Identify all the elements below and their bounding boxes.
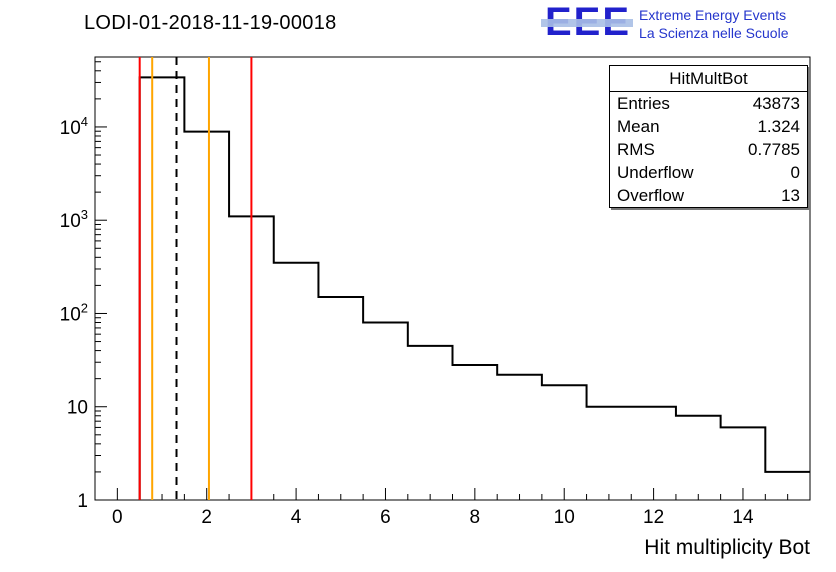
- eee-logo-line1: Extreme Energy Events: [639, 7, 787, 23]
- stats-row-label: Underflow: [617, 163, 694, 182]
- stats-row: RMS 0.7785: [610, 138, 807, 161]
- eee-logo-line2: La Scienza nelle Scuole: [639, 25, 789, 41]
- eee-logo: EEE Extreme Energy Events La Scienza nel…: [541, 2, 788, 42]
- x-tick-label: 6: [380, 507, 391, 528]
- stats-row: Mean 1.324: [610, 115, 807, 138]
- y-axis: 1 10 102 103 104: [60, 61, 107, 512]
- stats-row-value: 1.324: [757, 117, 800, 136]
- stats-row-value: 0: [790, 163, 800, 182]
- plot-title: LODI-01-2018-11-19-00018: [84, 12, 337, 34]
- y-tick-label: 104: [60, 114, 88, 139]
- x-tick-label: 8: [470, 507, 481, 528]
- histogram-line: [138, 76, 810, 500]
- x-tick-label: 14: [732, 507, 754, 528]
- eee-logo-acronym: EEE: [541, 2, 634, 42]
- y-tick-label: 102: [60, 300, 88, 325]
- stats-row: Entries 43873: [610, 92, 807, 115]
- x-tick-label: 2: [201, 507, 212, 528]
- stats-row-label: Entries: [617, 94, 670, 113]
- stats-row: Overflow 13: [610, 184, 807, 207]
- stats-row-value: 43873: [752, 94, 800, 113]
- stats-row-value: 13: [781, 186, 800, 205]
- eee-logo-text: Extreme Energy Events La Scienza nelle S…: [639, 2, 788, 42]
- stats-box-rows: Entries 43873 Mean 1.324 RMS 0.7785 Underflow 0…: [610, 92, 807, 207]
- y-tick-label: 10: [67, 398, 88, 419]
- x-tick-label: 12: [643, 507, 664, 528]
- stats-row: Underflow 0: [610, 161, 807, 184]
- y-tick-label: 103: [60, 207, 88, 232]
- x-tick-label: 0: [112, 507, 123, 528]
- x-axis: 0 2 4 6 8 10 12 14: [94, 488, 811, 528]
- x-tick-label: 4: [291, 507, 302, 528]
- x-tick-label: 10: [554, 507, 575, 528]
- y-tick-label: 1: [77, 491, 88, 512]
- stats-box: HitMultBot Entries 43873 Mean 1.324 RMS 0.778…: [609, 65, 808, 208]
- eee-logo-stripe-icon: [541, 19, 634, 27]
- stats-row-label: RMS: [617, 140, 655, 159]
- x-axis-title: Hit multiplicity Bot: [644, 536, 810, 559]
- stats-row-label: Mean: [617, 117, 660, 136]
- stats-row-value: 0.7785: [748, 140, 800, 159]
- stats-row-label: Overflow: [617, 186, 685, 205]
- stats-box-title: HitMultBot: [610, 66, 807, 92]
